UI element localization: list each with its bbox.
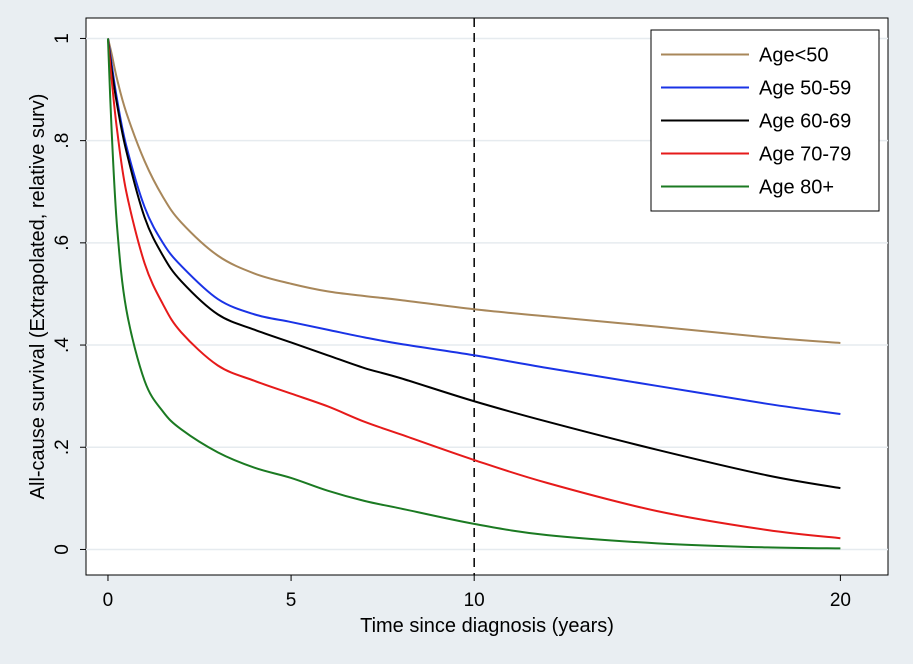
x-tick-label: 10 bbox=[464, 590, 485, 611]
x-tick-label: 0 bbox=[103, 590, 114, 611]
legend-label: Age 80+ bbox=[759, 177, 834, 199]
x-axis-title: Time since diagnosis (years) bbox=[360, 615, 614, 637]
legend-label: Age<50 bbox=[759, 45, 829, 67]
y-tick-label: .2 bbox=[52, 439, 73, 455]
y-axis-title: All-cause survival (Extrapolated, relati… bbox=[27, 94, 49, 500]
series-line-age-60-69 bbox=[106, 38, 841, 490]
x-tick-label: 5 bbox=[286, 590, 297, 611]
y-tick-label: .4 bbox=[52, 337, 73, 353]
legend-label: Age 60-69 bbox=[759, 111, 851, 133]
y-tick-label: .6 bbox=[52, 235, 73, 251]
y-tick-label: 0 bbox=[52, 544, 73, 555]
legend-label: Age 50-59 bbox=[759, 78, 851, 100]
y-tick-label: 1 bbox=[52, 33, 73, 44]
series-line-age-50-59 bbox=[106, 38, 841, 416]
series-line-age-70-79 bbox=[106, 38, 841, 540]
series-line-age-50 bbox=[107, 38, 841, 344]
legend-label: Age 70-79 bbox=[759, 144, 851, 166]
y-tick-label: .8 bbox=[52, 133, 73, 149]
x-axis: 0 5 10 20 bbox=[103, 575, 851, 611]
y-axis: 0 .2 .4 .6 .8 1 bbox=[52, 33, 86, 555]
series-lines bbox=[106, 38, 841, 550]
legend: Age<50 Age 50-59 Age 60-69 Age 70-79 Age 80+ bbox=[650, 29, 880, 212]
x-tick-label: 20 bbox=[830, 590, 851, 611]
series-line-age-80- bbox=[106, 38, 841, 550]
